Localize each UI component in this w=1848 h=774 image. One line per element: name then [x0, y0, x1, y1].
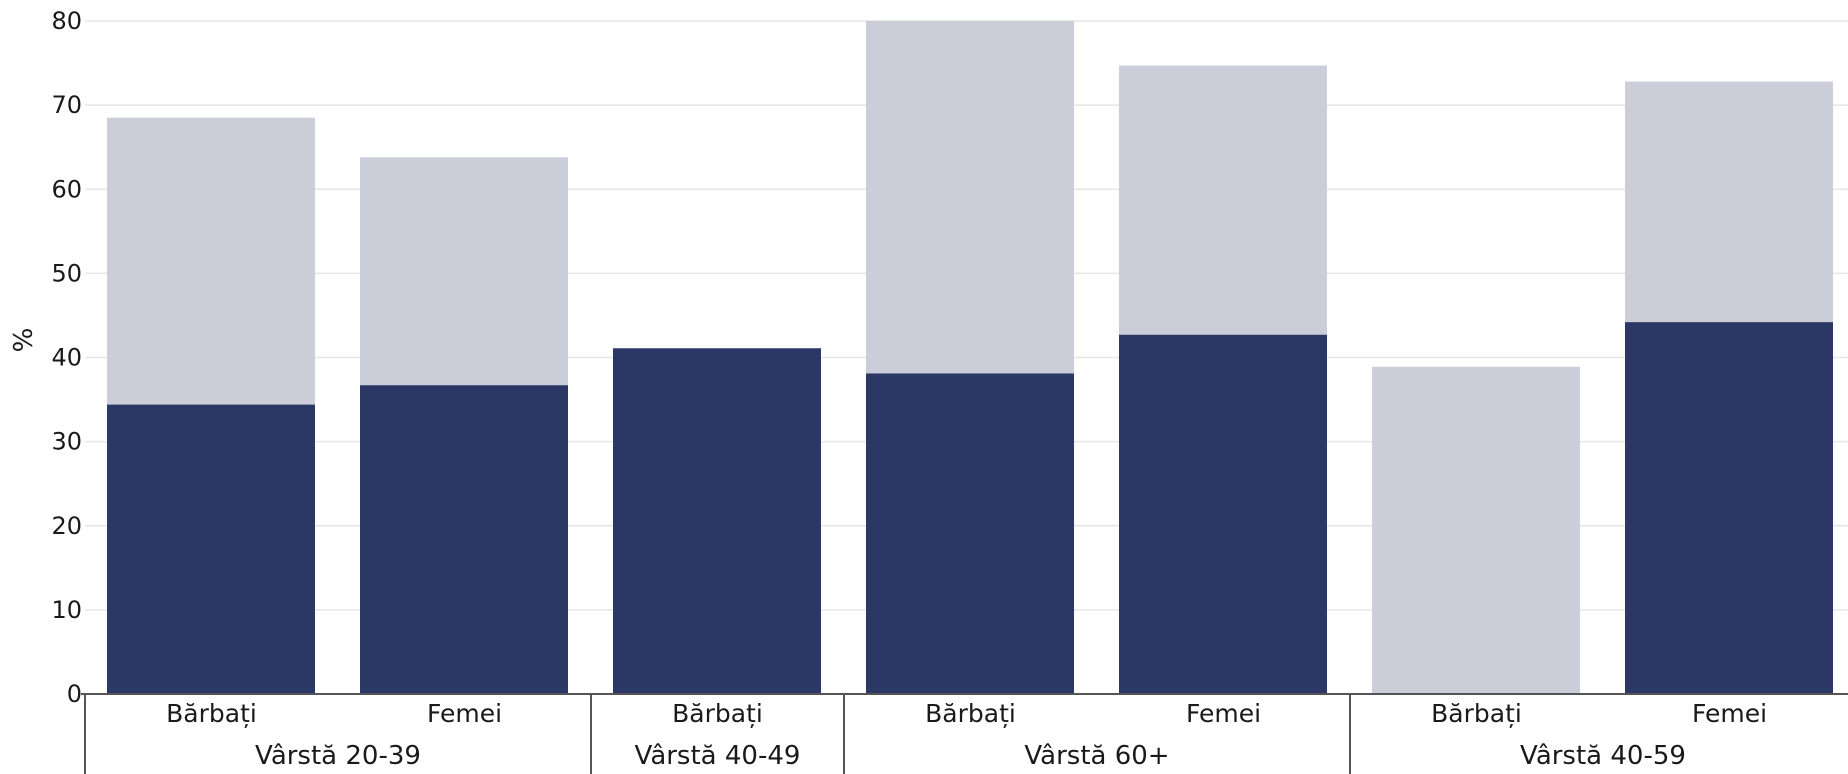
x-category-label: Femei [427, 699, 502, 728]
bar-series-0-5 [1372, 366, 1580, 694]
x-group-label: Vârstă 60+ [1024, 741, 1169, 771]
bar-series-1-1 [360, 385, 568, 694]
y-tick-label: 70 [51, 91, 82, 119]
bar-series-1-0 [107, 404, 315, 694]
bars [107, 21, 1833, 695]
x-group-label: Vârstă 40-49 [635, 741, 801, 771]
x-category-label: Bărbați [1431, 699, 1522, 728]
x-category-label: Femei [1692, 699, 1767, 728]
labels: 0 10 20 30 40 50 60 70 80 Bărbați Femei Bărbați Bărb… [51, 7, 1767, 771]
y-axis-title: % [9, 328, 39, 353]
x-category-label: Femei [1186, 699, 1261, 728]
x-category-label: Bărbați [672, 699, 763, 728]
y-tick-label: 30 [51, 428, 82, 456]
y-tick-label: 80 [51, 7, 82, 35]
bar-series-1-4 [1119, 334, 1327, 694]
y-tick-label: 10 [51, 596, 82, 624]
axes [81, 693, 1848, 774]
x-category-label: Bărbați [166, 699, 257, 728]
y-tick-label: 0 [67, 680, 82, 708]
bar-series-1-2 [613, 348, 821, 694]
x-group-label: Vârstă 40-59 [1520, 741, 1686, 771]
y-tick-label: 20 [51, 512, 82, 540]
bar-series-1-3 [866, 373, 1074, 694]
bar-series-1-6 [1625, 322, 1833, 694]
y-tick-label: 60 [51, 175, 82, 203]
y-tick-label: 50 [51, 259, 82, 287]
x-group-label: Vârstă 20-39 [255, 741, 421, 771]
x-category-label: Bărbați [925, 699, 1016, 728]
y-tick-label: 40 [51, 344, 82, 372]
